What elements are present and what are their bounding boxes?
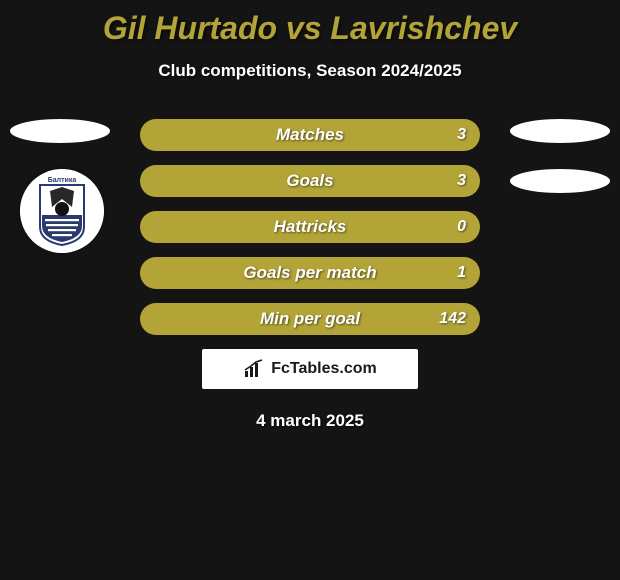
comparison-layout: Балтика Matches 3 Goals 3 Hattricks 0 Go… <box>0 119 620 335</box>
brand-text: FcTables.com <box>271 360 377 378</box>
stat-value: 3 <box>457 172 466 190</box>
stat-bars: Matches 3 Goals 3 Hattricks 0 Goals per … <box>140 119 480 335</box>
chart-icon <box>243 359 265 379</box>
stat-value: 1 <box>457 264 466 282</box>
stat-bar-min-per-goal: Min per goal 142 <box>140 303 480 335</box>
right-column <box>510 119 610 219</box>
page-title: Gil Hurtado vs Lavrishchev <box>0 0 620 47</box>
date-label: 4 march 2025 <box>0 411 620 431</box>
stat-label: Min per goal <box>260 309 360 329</box>
stat-bar-matches: Matches 3 <box>140 119 480 151</box>
brand-badge[interactable]: FcTables.com <box>202 349 418 389</box>
stat-bar-goals-per-match: Goals per match 1 <box>140 257 480 289</box>
stat-label: Matches <box>276 125 344 145</box>
stat-label: Goals <box>286 171 333 191</box>
left-pill-1 <box>10 119 110 143</box>
left-column: Балтика <box>10 119 110 253</box>
stat-value: 3 <box>457 126 466 144</box>
stat-label: Hattricks <box>274 217 347 237</box>
left-club-logo: Балтика <box>20 169 104 253</box>
stat-value: 0 <box>457 218 466 236</box>
page-subtitle: Club competitions, Season 2024/2025 <box>0 61 620 81</box>
stat-label: Goals per match <box>243 263 376 283</box>
stat-value: 142 <box>439 310 466 328</box>
right-pill-2 <box>510 169 610 193</box>
baltika-shield-icon: Балтика <box>20 169 104 253</box>
stat-bar-goals: Goals 3 <box>140 165 480 197</box>
svg-text:Балтика: Балтика <box>48 177 77 184</box>
right-pill-1 <box>510 119 610 143</box>
stat-bar-hattricks: Hattricks 0 <box>140 211 480 243</box>
